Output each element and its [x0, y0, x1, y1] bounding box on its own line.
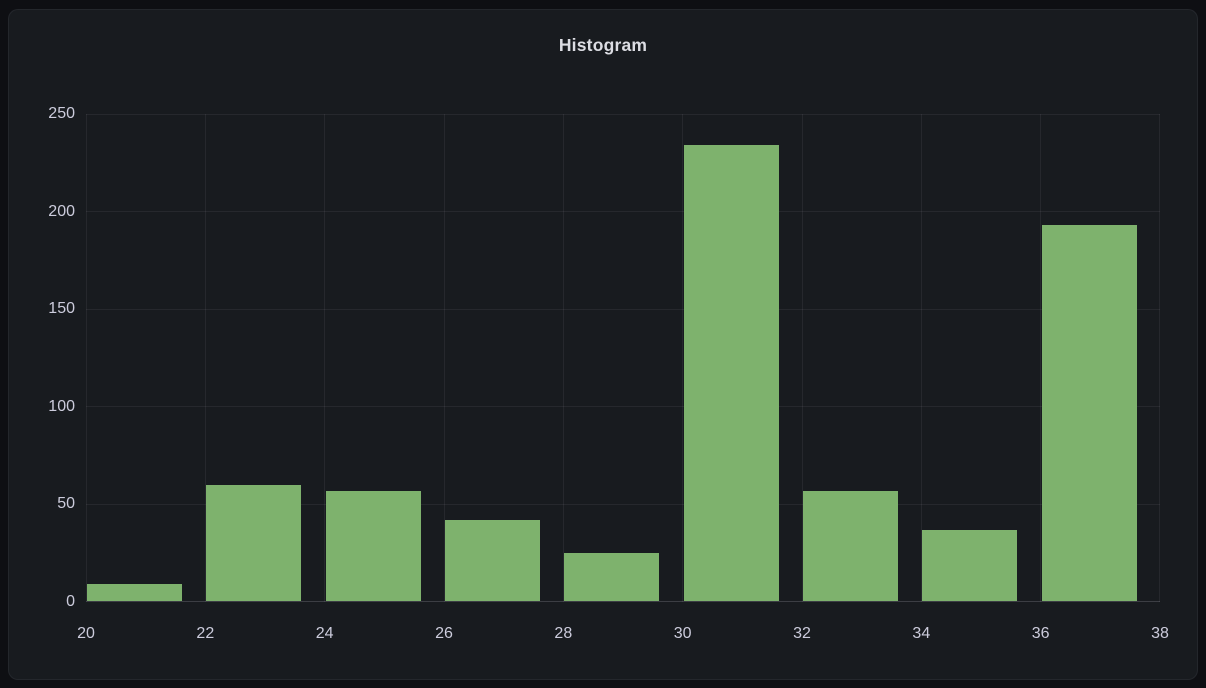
gridline-vertical — [1040, 114, 1042, 602]
x-tick-label: 22 — [196, 625, 215, 642]
histogram-bar-22-24[interactable] — [206, 484, 302, 601]
histogram-bar-30-32[interactable] — [683, 145, 779, 601]
histogram-bar-34-36[interactable] — [922, 529, 1018, 601]
gridline-vertical — [443, 114, 445, 602]
histogram-bar-20-22[interactable] — [87, 584, 182, 601]
x-tick-label: 24 — [315, 625, 334, 642]
gridline-vertical — [86, 114, 87, 602]
y-tick-label: 200 — [48, 202, 75, 220]
histogram-bar-36-38[interactable] — [1041, 225, 1137, 601]
x-tick-label: 32 — [793, 625, 811, 642]
x-axis: 20 22 24 26 28 30 32 34 36 38 — [77, 624, 1169, 648]
histogram-bar-24-26[interactable] — [325, 490, 421, 601]
x-tick-label: 20 — [77, 625, 95, 642]
y-tick-label: 50 — [57, 495, 75, 513]
y-tick-label: 250 — [48, 105, 75, 122]
gridline-vertical — [204, 114, 206, 602]
gridline-horizontal — [86, 406, 1160, 408]
gridline-vertical — [801, 114, 803, 602]
gridline-vertical — [1159, 114, 1160, 602]
y-axis: 0 50 100 150 200 250 — [9, 105, 75, 610]
histogram-bar-28-30[interactable] — [564, 553, 660, 601]
x-tick-label: 38 — [1151, 625, 1169, 642]
gridline-horizontal — [86, 308, 1160, 310]
gridline-vertical — [324, 114, 326, 602]
histogram-panel: Histogram 0 50 100 150 200 250 20 22 24 26 28 30 32… — [8, 9, 1198, 680]
x-tick-label: 36 — [1031, 625, 1050, 642]
histogram-bar-26-28[interactable] — [445, 520, 540, 601]
gridline-vertical — [920, 114, 922, 602]
histogram-bar-32-34[interactable] — [803, 490, 898, 601]
x-tick-label: 26 — [435, 625, 453, 642]
x-axis-line — [86, 601, 1160, 602]
panel-header[interactable]: Histogram — [9, 28, 1197, 62]
y-tick-label: 150 — [48, 300, 75, 318]
x-tick-label: 30 — [673, 625, 692, 642]
gridline-horizontal — [86, 211, 1160, 213]
y-tick-label: 100 — [48, 397, 75, 415]
panel-title: Histogram — [558, 34, 648, 55]
gridline-vertical — [562, 114, 564, 602]
gridline-horizontal — [86, 113, 1160, 115]
gridline-vertical — [682, 114, 684, 602]
x-tick-label: 28 — [554, 625, 573, 642]
plot-area — [86, 113, 1160, 602]
x-tick-label: 34 — [912, 625, 931, 642]
y-tick-label: 0 — [66, 593, 75, 610]
gridline-horizontal — [86, 503, 1160, 505]
